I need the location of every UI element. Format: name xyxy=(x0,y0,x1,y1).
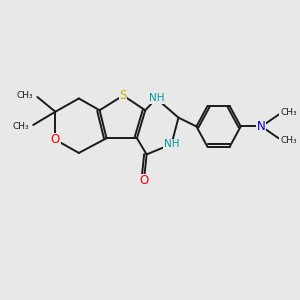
Text: CH₃: CH₃ xyxy=(281,108,297,117)
Text: O: O xyxy=(139,174,148,188)
Text: CH₃: CH₃ xyxy=(12,122,29,131)
Text: CH₃: CH₃ xyxy=(16,91,33,100)
Text: O: O xyxy=(51,133,60,146)
Text: CH₃: CH₃ xyxy=(281,136,297,145)
Text: N: N xyxy=(257,120,266,133)
Text: S: S xyxy=(119,89,127,102)
Text: NH: NH xyxy=(164,139,179,149)
Text: NH: NH xyxy=(148,94,164,103)
